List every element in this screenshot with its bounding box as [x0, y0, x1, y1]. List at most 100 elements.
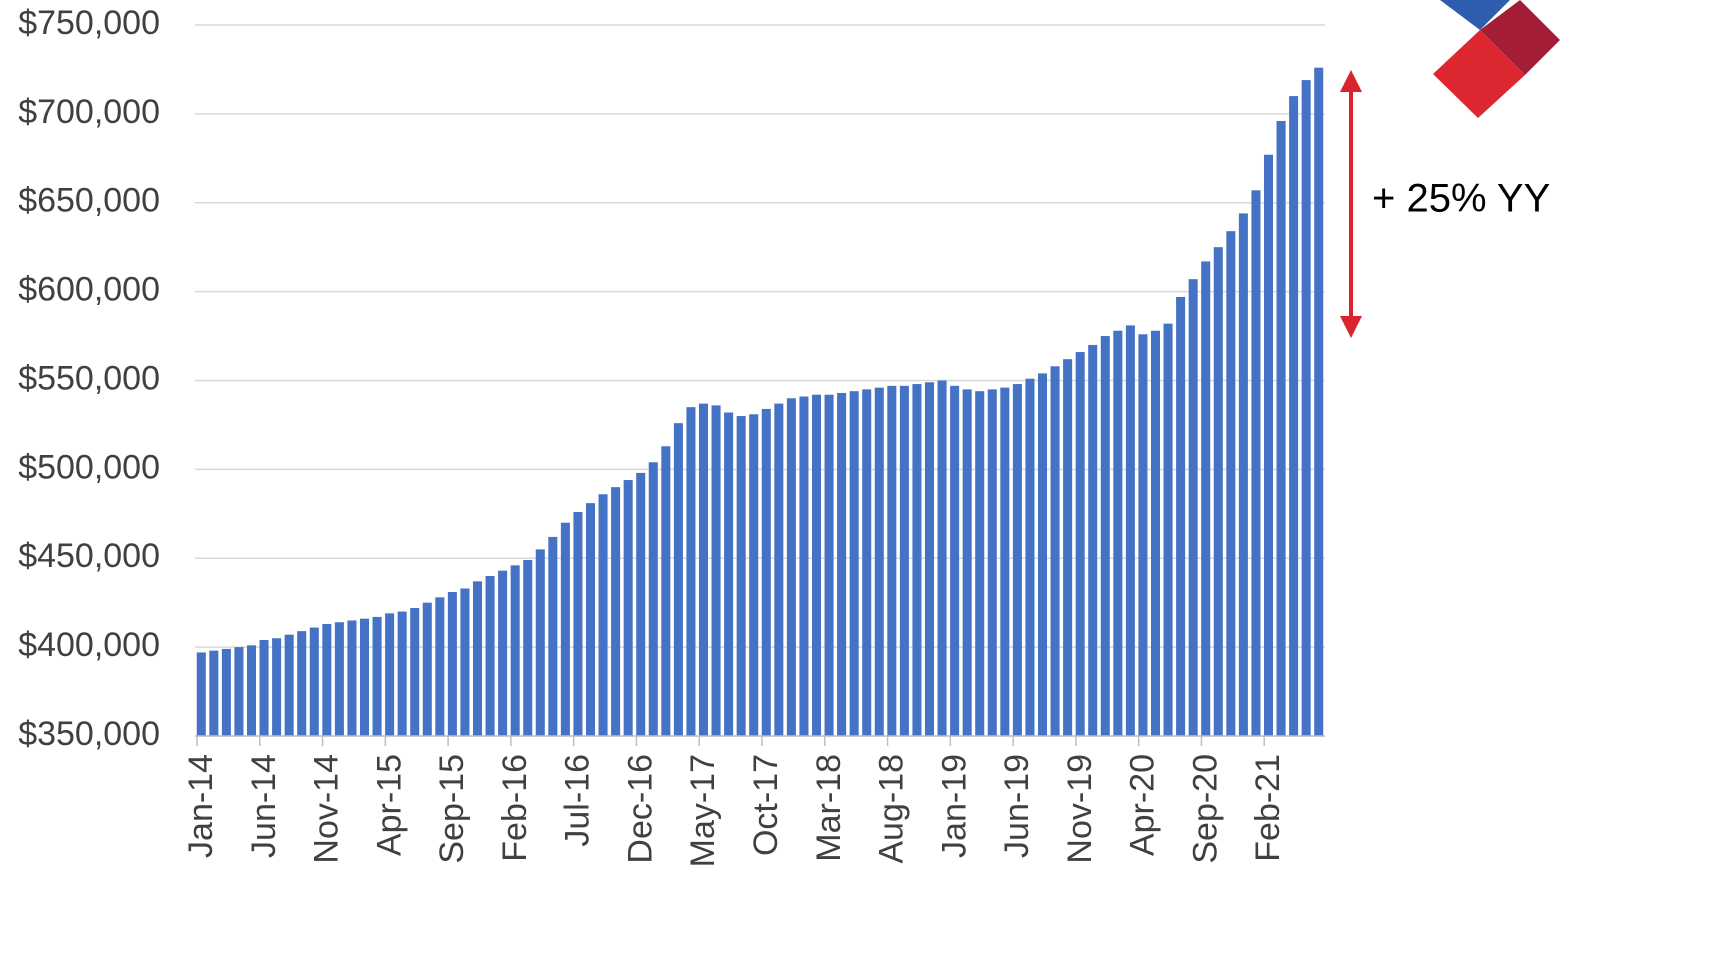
bar: [1138, 334, 1148, 736]
bar: [761, 408, 771, 736]
arrow-head: [1340, 316, 1362, 338]
bar: [1276, 120, 1286, 737]
bar: [498, 570, 508, 736]
bar: [1150, 330, 1161, 736]
x-tick-label: Feb-16: [496, 754, 534, 862]
bar: [1301, 80, 1311, 737]
bar: [472, 581, 483, 736]
bar: [209, 650, 219, 736]
y-tick-label: $550,000: [18, 359, 160, 397]
bar: [924, 382, 935, 736]
bar: [1075, 352, 1085, 736]
bar: [535, 549, 545, 736]
bar: [837, 392, 847, 736]
bar: [347, 620, 357, 736]
bar: [1238, 213, 1248, 737]
x-tick-label: Oct-17: [747, 754, 785, 856]
bar: [862, 389, 872, 736]
bar: [611, 487, 621, 736]
bar: [1188, 279, 1198, 736]
bar: [1314, 67, 1324, 736]
bar: [272, 638, 282, 736]
bar: [975, 391, 985, 736]
bar: [623, 480, 633, 736]
bar: [899, 385, 909, 736]
bar: [736, 416, 746, 736]
x-tick-label: Sep-20: [1186, 754, 1224, 864]
bar: [1125, 325, 1135, 736]
bar: [297, 631, 307, 736]
bar: [1263, 154, 1274, 736]
logo-blue: [1440, 0, 1510, 30]
x-tick-label: May-17: [684, 754, 722, 867]
bar: [636, 472, 646, 736]
x-tick-label: Nov-14: [308, 754, 346, 864]
bar: [962, 389, 972, 736]
bar: [661, 446, 671, 736]
y-tick-label: $650,000: [18, 182, 160, 220]
bar: [1000, 387, 1010, 736]
bar: [460, 588, 470, 736]
bar: [322, 624, 332, 736]
x-tick-label: Sep-15: [433, 754, 471, 864]
bar: [874, 387, 884, 736]
bar: [749, 414, 759, 736]
bar: [309, 627, 319, 736]
x-tick-label: Jan-14: [182, 754, 220, 858]
y-tick-label: $350,000: [18, 715, 160, 753]
bar: [1012, 384, 1022, 736]
y-tick-label: $750,000: [18, 4, 160, 42]
bar: [1251, 190, 1261, 736]
bar: [686, 407, 696, 736]
bar: [385, 613, 395, 736]
y-tick-label: $500,000: [18, 448, 160, 486]
bar: [422, 602, 432, 736]
x-tick-label: Aug-18: [873, 754, 911, 864]
annotation: + 25% YY: [1372, 177, 1550, 221]
x-tick-label: Jun-14: [245, 754, 283, 858]
bar: [1025, 378, 1035, 736]
arrow-head: [1340, 70, 1362, 92]
y-tick-label: $450,000: [18, 537, 160, 575]
bar: [673, 423, 683, 736]
bar: [510, 565, 520, 736]
bar: [359, 618, 370, 736]
x-tick-label: Apr-20: [1124, 754, 1162, 856]
bar: [937, 380, 947, 736]
bar: [912, 384, 922, 736]
bar: [1226, 231, 1236, 736]
bar: [1163, 323, 1173, 736]
bar: [1213, 247, 1223, 736]
bar: [1063, 359, 1073, 736]
bar: [724, 412, 734, 736]
bar: [573, 512, 583, 736]
bar: [987, 389, 997, 736]
bar: [824, 394, 834, 736]
bar: [1088, 344, 1098, 736]
bar: [774, 403, 784, 736]
bar: [234, 647, 244, 736]
bar: [246, 645, 257, 736]
x-tick-label: Jan-19: [935, 754, 973, 858]
bar: [397, 611, 407, 736]
y-tick-label: $700,000: [18, 93, 160, 131]
bar: [711, 405, 721, 736]
bar: [410, 608, 420, 736]
bar: [221, 648, 231, 736]
bar: [447, 592, 457, 736]
bar: [648, 462, 658, 736]
bar: [372, 616, 382, 736]
y-tick-label: $400,000: [18, 626, 160, 664]
bar: [560, 522, 570, 736]
x-tick-label: Jun-19: [998, 754, 1036, 858]
x-tick-label: Dec-16: [621, 754, 659, 864]
x-tick-label: Nov-19: [1061, 754, 1099, 864]
bar: [1100, 336, 1110, 736]
bar: [485, 576, 495, 736]
logo-maroon: [1480, 0, 1560, 75]
bar: [1289, 96, 1299, 737]
y-tick-label: $600,000: [18, 271, 160, 309]
bar: [887, 385, 897, 736]
bar: [849, 391, 859, 736]
